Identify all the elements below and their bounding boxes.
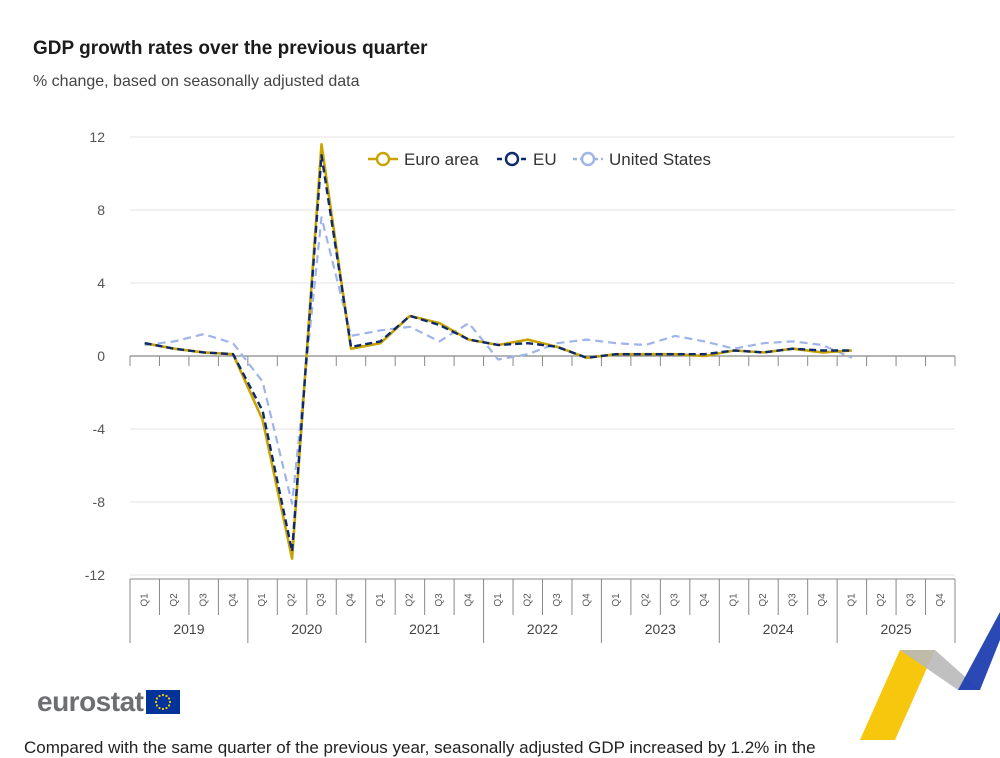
quarter-label: Q3 — [198, 593, 209, 607]
quarter-label: Q1 — [139, 593, 150, 607]
quarter-label: Q2 — [876, 593, 887, 607]
year-label: 2021 — [409, 621, 440, 637]
year-label: 2019 — [173, 621, 204, 637]
quarter-label: Q3 — [552, 593, 563, 607]
quarter-label: Q4 — [346, 593, 357, 607]
year-label: 2025 — [880, 621, 911, 637]
footer-partial-text: Compared with the same quarter of the pr… — [24, 738, 816, 757]
legend-label: EU — [533, 150, 557, 169]
quarter-label: Q2 — [758, 593, 769, 607]
quarter-label: Q3 — [434, 593, 445, 607]
y-tick-label: -4 — [93, 421, 106, 437]
logo-text: eurostat — [37, 686, 144, 717]
grid-lines — [129, 136, 956, 576]
eu-flag-icon — [146, 690, 181, 714]
quarter-label: Q2 — [522, 593, 533, 607]
chart-title: GDP growth rates over the previous quart… — [33, 38, 428, 59]
quarter-label: Q1 — [729, 593, 740, 607]
y-tick-label: 0 — [97, 348, 105, 364]
legend[interactable]: Euro area EU United States — [368, 150, 711, 169]
series-line-united-states[interactable] — [144, 216, 853, 505]
year-label: 2022 — [527, 621, 558, 637]
quarter-label: Q1 — [257, 593, 268, 607]
quarter-label: Q2 — [640, 593, 651, 607]
legend-marker — [375, 151, 391, 167]
series-lines — [144, 143, 853, 560]
quarter-label: Q4 — [463, 593, 474, 607]
quarter-label: Q3 — [788, 593, 799, 607]
y-tick-label: -8 — [93, 494, 106, 510]
legend-item-eu[interactable]: EU — [497, 150, 557, 169]
quarter-label: Q1 — [375, 593, 386, 607]
series-line-eu[interactable] — [144, 154, 852, 553]
y-tick-label: 8 — [97, 202, 105, 218]
year-label: 2020 — [291, 621, 322, 637]
legend-label: Euro area — [404, 150, 479, 169]
chart-subtitle: % change, based on seasonally adjusted d… — [33, 73, 360, 90]
legend-label: United States — [609, 150, 711, 169]
x-axis: Q1 Q2 Q3 Q4 Q1 Q2 Q3 Q4 Q1 Q2 Q3 Q4 Q1 Q2 Q3 Q4 Q1 Q2 Q3 Q4… — [129, 578, 956, 643]
quarter-label: Q3 — [670, 593, 681, 607]
quarter-label: Q4 — [817, 593, 828, 607]
quarter-label: Q4 — [581, 593, 592, 607]
legend-marker — [580, 151, 596, 167]
quarter-label: Q1 — [611, 593, 622, 607]
y-tick-label: -12 — [85, 567, 105, 583]
y-axis-tick-labels: 12 8 4 0 -4 -8 -12 — [85, 129, 105, 583]
year-label: 2023 — [645, 621, 676, 637]
quarter-label: Q2 — [405, 593, 416, 607]
quarter-label: Q3 — [905, 593, 916, 607]
y-tick-label: 12 — [89, 129, 105, 145]
quarter-label: Q1 — [847, 593, 858, 607]
legend-marker — [504, 151, 520, 167]
quarter-label: Q1 — [493, 593, 504, 607]
legend-item-euro-area[interactable]: Euro area — [368, 150, 479, 169]
decorative-swoosh-icon — [860, 612, 1000, 740]
quarter-label: Q4 — [935, 593, 946, 607]
eurostat-logo[interactable]: eurostat — [37, 686, 181, 718]
quarter-label: Q4 — [699, 593, 710, 607]
year-label: 2024 — [763, 621, 794, 637]
quarter-label: Q2 — [169, 593, 180, 607]
quarter-label: Q4 — [228, 593, 239, 607]
quarter-label: Q2 — [287, 593, 298, 607]
legend-item-united-states[interactable]: United States — [573, 150, 711, 169]
y-tick-label: 4 — [97, 275, 105, 291]
quarter-label: Q3 — [316, 593, 327, 607]
